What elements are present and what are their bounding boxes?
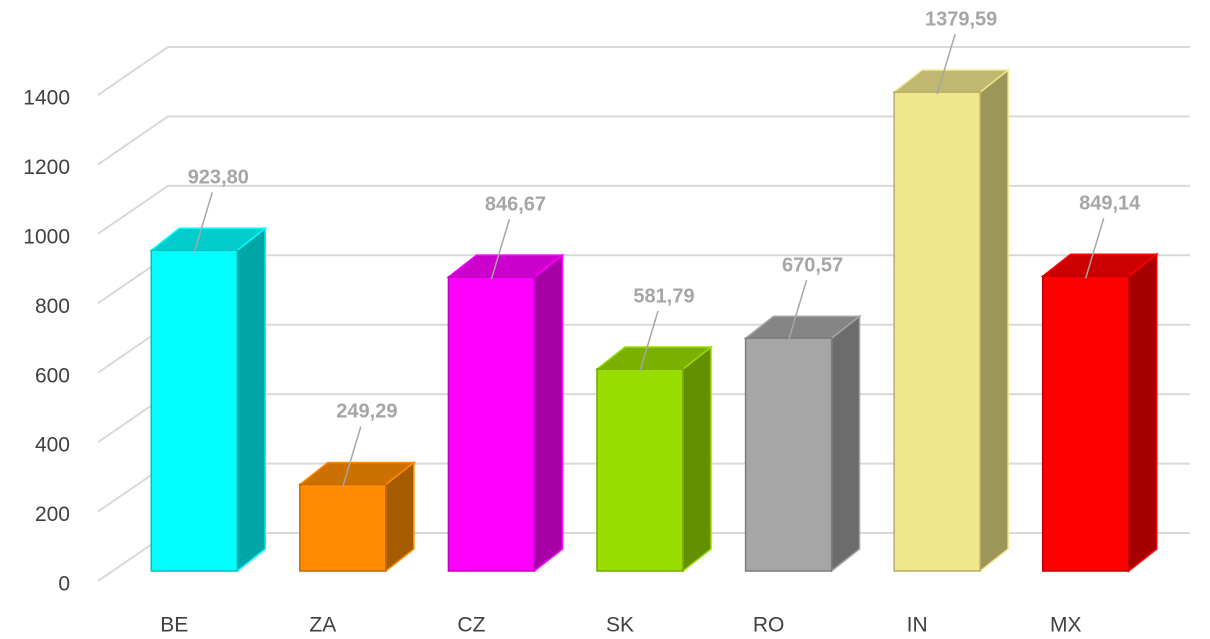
leader-line xyxy=(1084,218,1105,279)
leader-line xyxy=(787,280,808,341)
data-label: 249,29 xyxy=(336,401,397,423)
bar-side xyxy=(1127,252,1158,573)
data-label: 846,67 xyxy=(485,193,546,215)
data-label: 849,14 xyxy=(1079,193,1141,215)
x-tick-label: MX xyxy=(1050,614,1082,637)
y-tick-label: 1400 xyxy=(23,87,70,110)
bar-side xyxy=(236,226,267,573)
bar xyxy=(596,368,684,572)
data-label: 1379,59 xyxy=(925,8,997,30)
bar-side xyxy=(533,253,564,573)
bar xyxy=(893,91,981,572)
x-tick-label: RO xyxy=(753,614,785,637)
x-tick-label: ZA xyxy=(309,614,336,637)
grid-line xyxy=(97,184,1190,235)
bar xyxy=(299,483,387,572)
leader-line xyxy=(342,426,362,487)
y-tick-label: 600 xyxy=(35,364,70,387)
bar-side xyxy=(682,345,712,573)
x-tick-label: IN xyxy=(907,614,928,637)
leader-line xyxy=(639,310,659,372)
leader-line xyxy=(193,192,214,253)
leader-line xyxy=(936,33,956,95)
x-tick-label: BE xyxy=(160,614,188,637)
bar xyxy=(744,337,833,572)
data-label: 670,57 xyxy=(782,254,843,276)
y-tick-label: 400 xyxy=(35,434,70,457)
data-label: 923,80 xyxy=(188,167,249,189)
bar xyxy=(1041,275,1130,572)
y-tick-label: 800 xyxy=(35,295,70,318)
grid-line xyxy=(97,115,1190,166)
y-tick-label: 200 xyxy=(35,503,70,526)
x-tick-label: SK xyxy=(606,614,634,637)
bar xyxy=(150,249,239,572)
x-tick-label: CZ xyxy=(457,614,485,637)
bar-side xyxy=(979,68,1009,573)
bar xyxy=(447,276,536,572)
bar-side xyxy=(830,314,861,573)
y-tick-label: 1000 xyxy=(23,225,70,248)
data-label: 581,79 xyxy=(633,285,694,307)
grid-line xyxy=(97,46,1190,96)
y-tick-label: 0 xyxy=(58,573,70,596)
leader-line xyxy=(490,218,511,280)
y-tick-label: 1200 xyxy=(23,156,70,179)
